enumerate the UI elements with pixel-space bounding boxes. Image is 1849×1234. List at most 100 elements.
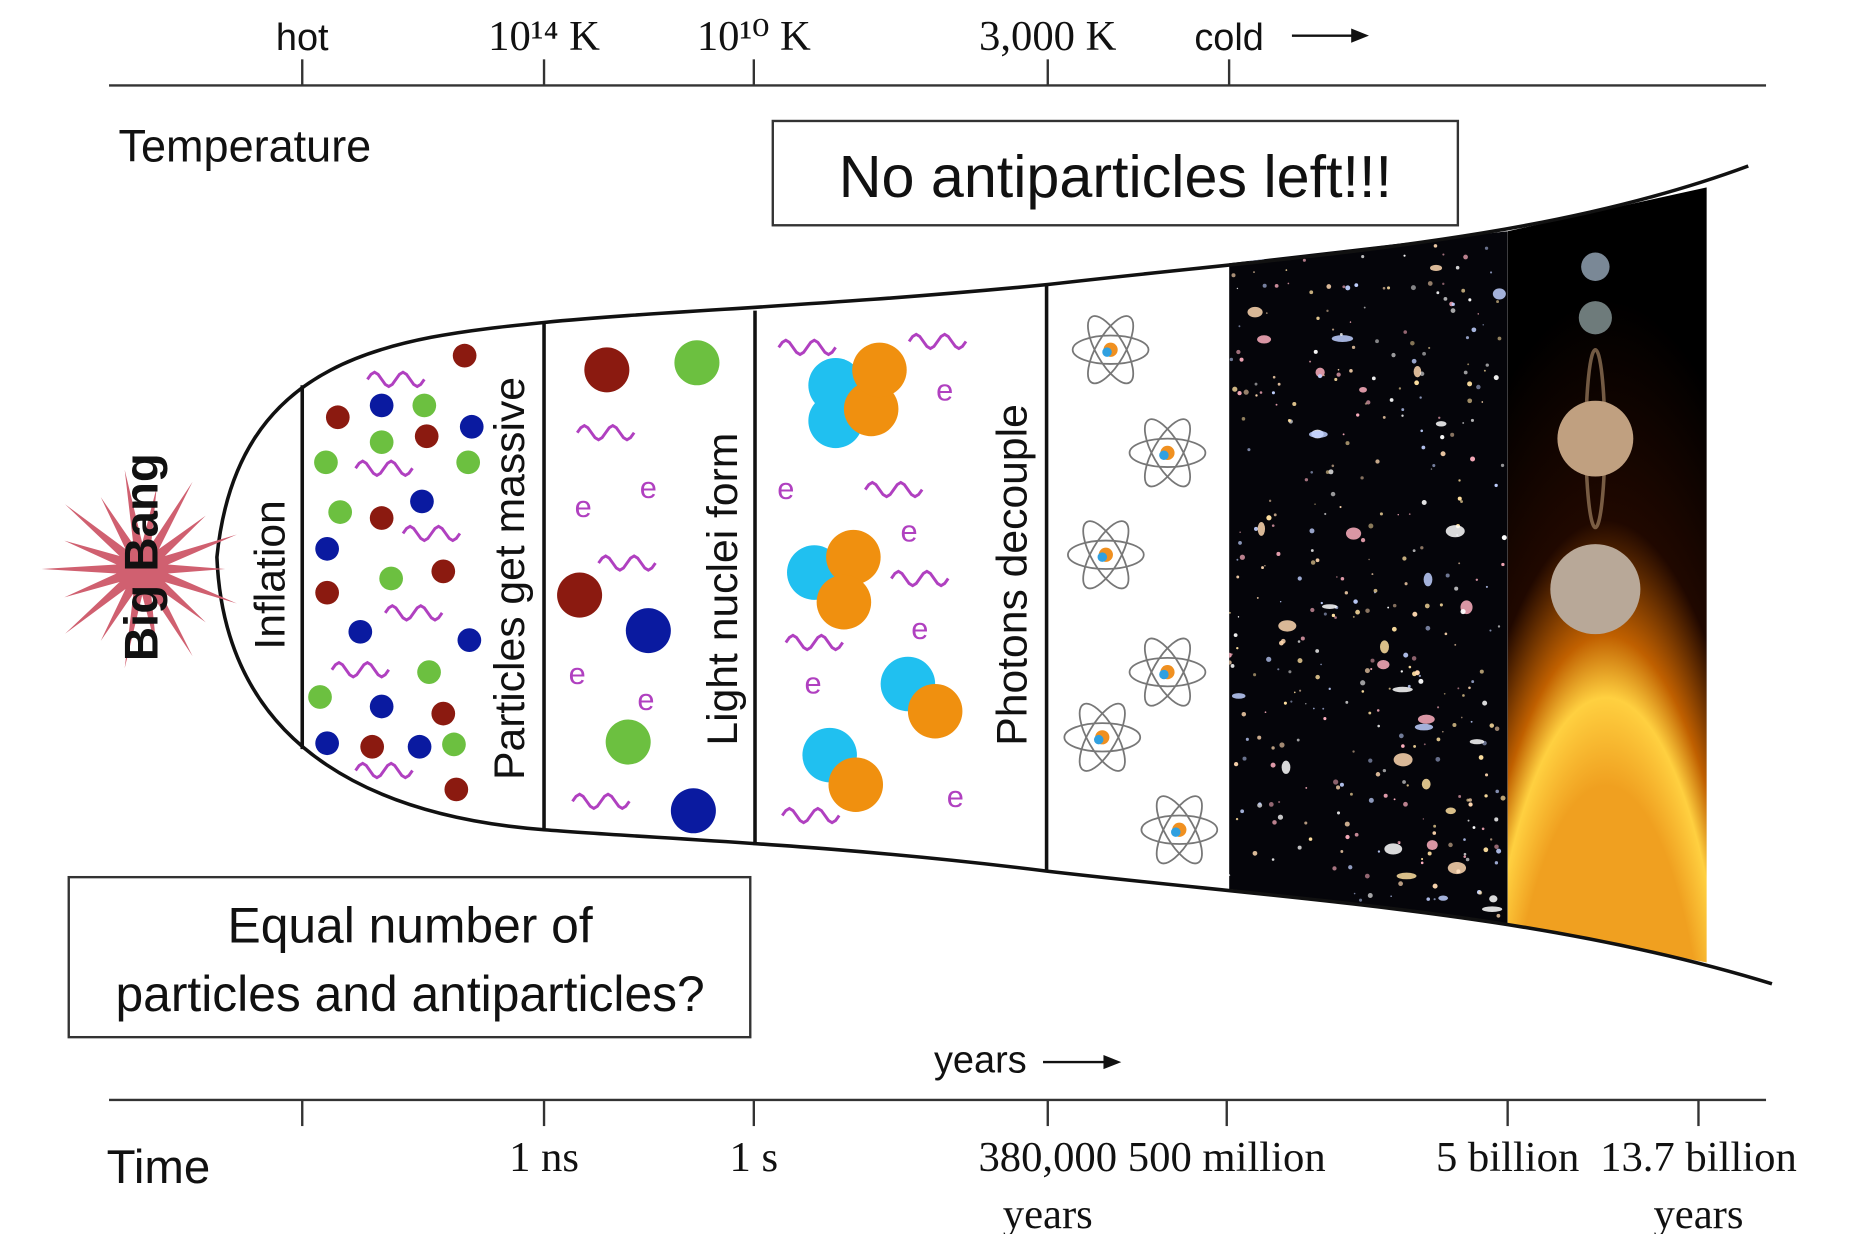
star <box>1310 608 1314 612</box>
particle <box>442 733 466 757</box>
star <box>1345 591 1348 594</box>
star <box>1324 612 1327 615</box>
star <box>1336 372 1340 376</box>
nucleus <box>817 575 872 630</box>
star <box>1343 433 1345 435</box>
star <box>1383 416 1386 419</box>
star <box>1253 851 1258 856</box>
star <box>1471 721 1473 723</box>
star <box>1440 435 1444 439</box>
atom-nucleus <box>1159 450 1168 459</box>
star <box>1486 363 1489 366</box>
star <box>1236 559 1238 561</box>
star <box>1440 603 1443 606</box>
star <box>1397 233 1401 237</box>
star <box>1467 398 1472 403</box>
star <box>1470 457 1475 462</box>
temperature-tick-label: 10¹⁰ K <box>697 13 811 60</box>
particle <box>326 405 350 429</box>
star <box>1269 802 1274 807</box>
star <box>1336 576 1338 578</box>
star <box>1229 612 1231 614</box>
star <box>1390 398 1394 402</box>
photon <box>572 794 629 808</box>
star <box>1368 523 1373 528</box>
star <box>1489 895 1497 902</box>
star <box>1242 417 1246 421</box>
photon <box>909 334 966 348</box>
solar-system <box>1499 178 1712 984</box>
time-label: Time <box>107 1141 211 1194</box>
star <box>1255 383 1258 386</box>
star <box>1384 794 1388 798</box>
particle <box>415 424 439 448</box>
star <box>1247 307 1262 317</box>
star <box>1496 300 1499 303</box>
star <box>1348 865 1352 869</box>
star <box>1410 341 1415 346</box>
diagram: hot10¹⁴ K10¹⁰ K3,000 Kcold Temperature e… <box>0 0 1849 1234</box>
star <box>1261 566 1264 569</box>
star <box>1246 738 1249 741</box>
star <box>1442 253 1444 255</box>
star <box>1247 448 1250 451</box>
star <box>1436 291 1439 294</box>
star <box>1453 230 1456 233</box>
star <box>1315 649 1319 653</box>
star <box>1438 896 1448 901</box>
particle <box>431 702 455 726</box>
star <box>1378 850 1380 852</box>
star <box>1419 396 1421 398</box>
star <box>1314 918 1318 922</box>
star <box>1227 653 1232 658</box>
atom-nucleus <box>1102 347 1111 356</box>
star <box>1444 693 1446 695</box>
photon <box>599 556 656 570</box>
star <box>1356 922 1369 930</box>
star <box>1297 739 1300 742</box>
photon <box>779 340 836 354</box>
star <box>1403 255 1405 257</box>
callout-text: particles and antiparticles? <box>115 966 704 1022</box>
star <box>1480 670 1484 674</box>
star <box>1501 563 1504 566</box>
star <box>1365 874 1370 879</box>
star <box>1326 470 1330 474</box>
star <box>1495 790 1499 794</box>
star <box>1380 512 1383 515</box>
star <box>1426 626 1431 631</box>
star <box>1431 468 1432 469</box>
photon <box>782 808 839 822</box>
star <box>1494 375 1499 380</box>
particle <box>584 347 629 392</box>
star <box>1288 670 1291 673</box>
star <box>1350 321 1351 322</box>
star <box>1442 283 1444 285</box>
star <box>1399 734 1404 739</box>
star <box>1350 793 1353 796</box>
photon <box>577 426 634 440</box>
star <box>1467 381 1472 386</box>
star <box>1452 303 1455 306</box>
star <box>1468 820 1470 822</box>
star <box>1346 441 1350 445</box>
star <box>1371 659 1375 663</box>
star <box>1322 708 1324 710</box>
star <box>1311 549 1314 552</box>
star <box>1260 391 1263 394</box>
star <box>1384 843 1402 854</box>
star <box>1458 497 1462 501</box>
star <box>1354 893 1356 895</box>
star <box>1305 478 1308 481</box>
star <box>1374 592 1376 594</box>
callout-text: Equal number of <box>228 897 593 953</box>
star <box>1401 744 1405 748</box>
star <box>1352 346 1355 349</box>
star <box>1290 701 1292 703</box>
stage-label: Particles get massive <box>486 377 534 780</box>
star <box>1495 861 1498 864</box>
star <box>1473 826 1476 829</box>
electron: e <box>640 470 657 505</box>
star <box>1402 556 1406 560</box>
star <box>1288 419 1291 422</box>
